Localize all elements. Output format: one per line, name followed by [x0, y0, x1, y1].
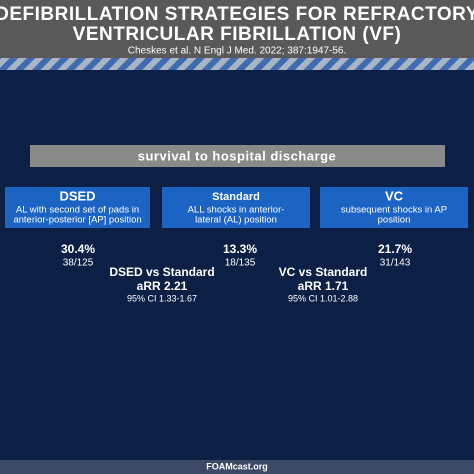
group-box — [162, 187, 310, 228]
stripe-band — [0, 58, 474, 70]
group-box — [5, 187, 150, 228]
group-box — [320, 187, 468, 228]
comparison-ci: 95% CI 1.01-2.88 — [288, 293, 358, 303]
rate: 13.3% — [223, 242, 257, 256]
footer-bg — [0, 460, 474, 474]
group-description: ALL shocks in anterior- — [188, 205, 285, 216]
comparison-arr: aRR 1.71 — [298, 279, 349, 293]
group-description: subsequent shocks in AP — [341, 205, 447, 216]
comparison-title: VC vs Standard — [279, 265, 368, 279]
group-description: position — [378, 215, 411, 226]
title-line: DEFIBRILLATION STRATEGIES FOR REFRACTORY — [0, 4, 474, 25]
comparison-ci: 95% CI 1.33-1.67 — [127, 293, 197, 303]
comparison-title: DSED vs Standard — [109, 265, 214, 279]
comparison-arr: aRR 2.21 — [137, 279, 188, 293]
counts: 18/135 — [225, 258, 256, 269]
counts: 38/125 — [63, 258, 94, 269]
footer: FOAMcast.org — [206, 461, 268, 471]
group-title: Standard — [212, 191, 260, 203]
title-line: VENTRICULAR FIBRILLATION (VF) — [73, 24, 402, 45]
citation: Cheskes et al. N Engl J Med. 2022; 387:1… — [128, 46, 346, 57]
group-title: DSED — [59, 188, 95, 203]
group-description: AL with second set of pads in — [16, 205, 139, 216]
section-label: survival to hospital discharge — [138, 148, 337, 163]
rate: 21.7% — [378, 242, 412, 256]
counts: 31/143 — [380, 258, 411, 269]
section-bar — [30, 145, 445, 167]
rate: 30.4% — [61, 242, 95, 256]
header-bg — [0, 0, 474, 60]
group-title: VC — [385, 188, 404, 203]
group-description: anterior-posterior [AP] position — [13, 215, 141, 226]
group-description: lateral (AL) position — [195, 215, 277, 226]
body-bg — [0, 70, 474, 460]
